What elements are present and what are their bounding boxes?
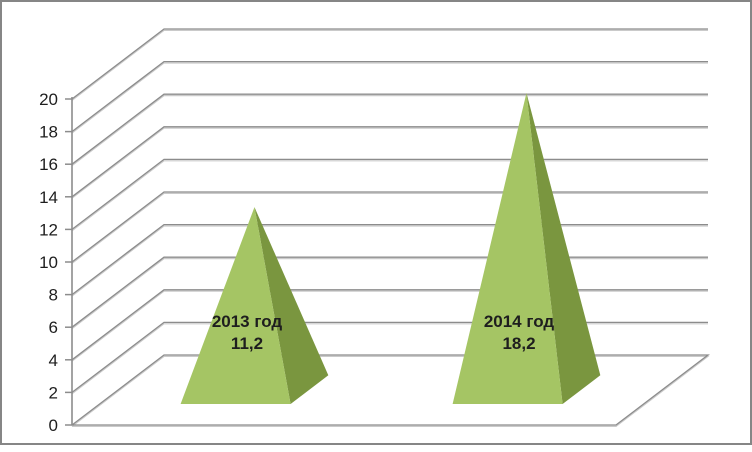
gridline-12 bbox=[71, 158, 708, 230]
y-axis-tick-label: 0 bbox=[49, 416, 58, 435]
data-label-value: 11,2 bbox=[231, 334, 263, 353]
pyramid-2014 bbox=[452, 92, 601, 405]
pyramid-side-face bbox=[526, 92, 601, 405]
gridlines-layer bbox=[71, 28, 710, 427]
y-axis-tick-label: 8 bbox=[49, 286, 58, 305]
gridline-2 bbox=[71, 321, 708, 393]
gridline-14-highlight bbox=[71, 127, 708, 199]
gridline-2-highlight bbox=[71, 323, 708, 395]
gridline-16-highlight bbox=[71, 94, 708, 167]
y-axis-tick-label: 12 bbox=[39, 220, 58, 239]
gridline-20 bbox=[71, 28, 708, 100]
floor-outline bbox=[71, 354, 710, 426]
y-axis-layer: 0 2 4 6 8 10 12 14 16 18 20 bbox=[39, 90, 73, 435]
y-axis-tick-label: 6 bbox=[49, 318, 58, 337]
gridline-4 bbox=[71, 289, 708, 361]
y-axis-tick-label: 20 bbox=[39, 90, 58, 109]
gridline-20-highlight bbox=[71, 29, 708, 101]
gridline-6-highlight bbox=[71, 257, 708, 330]
gridline-18-highlight bbox=[71, 62, 708, 134]
gridline-18 bbox=[71, 60, 708, 133]
gridline-12-highlight bbox=[71, 160, 708, 232]
pyramid-front-face bbox=[452, 92, 563, 405]
y-axis-tick-label: 18 bbox=[39, 123, 58, 142]
floor-outline-highlight bbox=[71, 355, 710, 427]
data-labels-layer: 2013 год 11,2 2014 год 18,2 bbox=[212, 312, 555, 353]
pyramid-front-face bbox=[180, 207, 291, 404]
pyramids-layer bbox=[180, 92, 601, 405]
y-axis-tick-label: 10 bbox=[39, 253, 58, 272]
pyramid-2013 bbox=[180, 207, 329, 404]
data-label-category: 2013 год bbox=[212, 312, 283, 331]
y-axis-tick-label: 14 bbox=[39, 188, 58, 207]
gridline-10 bbox=[71, 191, 708, 263]
gridline-14 bbox=[71, 126, 708, 198]
data-label-value: 18,2 bbox=[502, 334, 535, 353]
gridline-4-highlight bbox=[71, 290, 708, 362]
gridline-6 bbox=[71, 256, 708, 328]
gridline-8-highlight bbox=[71, 225, 708, 297]
pyramid-side-face bbox=[254, 207, 329, 404]
y-axis-tick-label: 2 bbox=[49, 383, 58, 402]
gridline-16 bbox=[71, 93, 708, 165]
data-label-category: 2014 год bbox=[484, 312, 555, 331]
y-axis-tick-label: 4 bbox=[49, 351, 58, 370]
gridline-10-highlight bbox=[71, 192, 708, 264]
y-axis-tick-label: 16 bbox=[39, 155, 58, 174]
gridline-8 bbox=[71, 223, 708, 296]
